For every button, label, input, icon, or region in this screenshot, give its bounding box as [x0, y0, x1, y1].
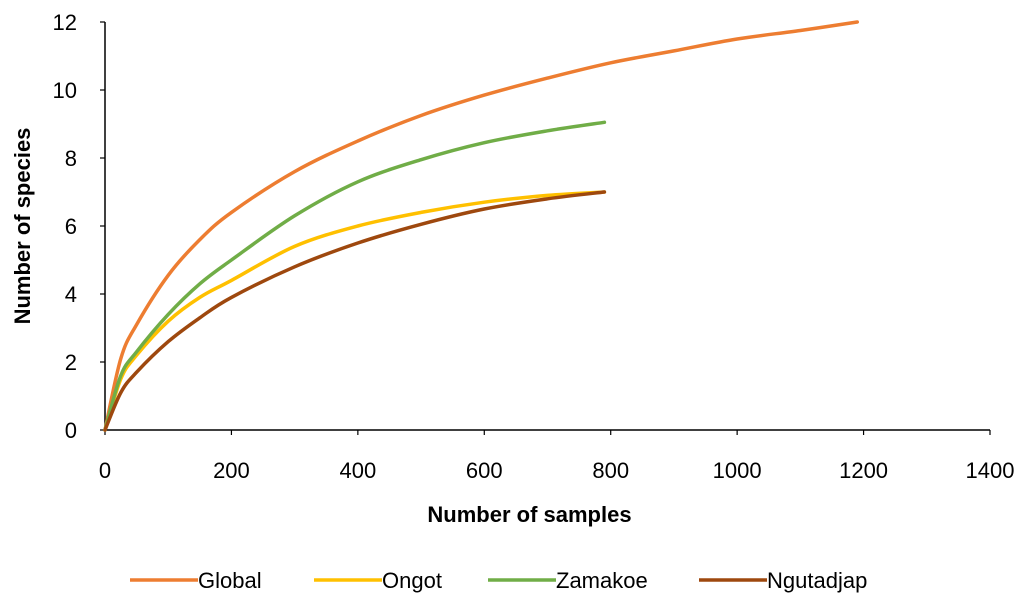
- legend-label: Ngutadjap: [767, 568, 867, 593]
- x-tick-label: 1400: [966, 458, 1015, 483]
- legend-item-zamakoe: Zamakoe: [488, 568, 648, 593]
- x-tick-label: 400: [339, 458, 376, 483]
- y-tick-label: 0: [65, 418, 77, 443]
- x-tick-label: 0: [99, 458, 111, 483]
- legend-label: Global: [198, 568, 262, 593]
- series-lines: [103, 20, 859, 432]
- y-tick-label: 4: [65, 282, 77, 307]
- series-line-global: [103, 20, 859, 432]
- y-axis-ticks: 0 2 4 6 8 10 12: [53, 10, 105, 443]
- y-tick-label: 10: [53, 78, 77, 103]
- x-axis-ticks: 0 200 400 600 800 1000 1200 1400: [99, 430, 1015, 483]
- y-tick-label: 8: [65, 146, 77, 171]
- x-tick-label: 1000: [713, 458, 762, 483]
- series-line-ngutadjap: [103, 190, 607, 432]
- legend: Global Ongot Zamakoe Ngutadjap: [130, 568, 867, 593]
- x-tick-label: 1200: [839, 458, 888, 483]
- series-line-zamakoe: [103, 120, 607, 432]
- y-tick-label: 6: [65, 214, 77, 239]
- y-axis-title: Number of species: [10, 128, 35, 325]
- x-tick-label: 600: [466, 458, 503, 483]
- legend-item-ngutadjap: Ngutadjap: [699, 568, 867, 593]
- series-line-ongot: [103, 190, 607, 432]
- legend-item-ongot: Ongot: [314, 568, 442, 593]
- x-tick-label: 800: [592, 458, 629, 483]
- legend-label: Ongot: [382, 568, 442, 593]
- legend-label: Zamakoe: [556, 568, 648, 593]
- x-axis-title: Number of samples: [427, 502, 631, 527]
- y-tick-label: 12: [53, 10, 77, 35]
- legend-item-global: Global: [130, 568, 262, 593]
- x-tick-label: 200: [213, 458, 250, 483]
- y-tick-label: 2: [65, 350, 77, 375]
